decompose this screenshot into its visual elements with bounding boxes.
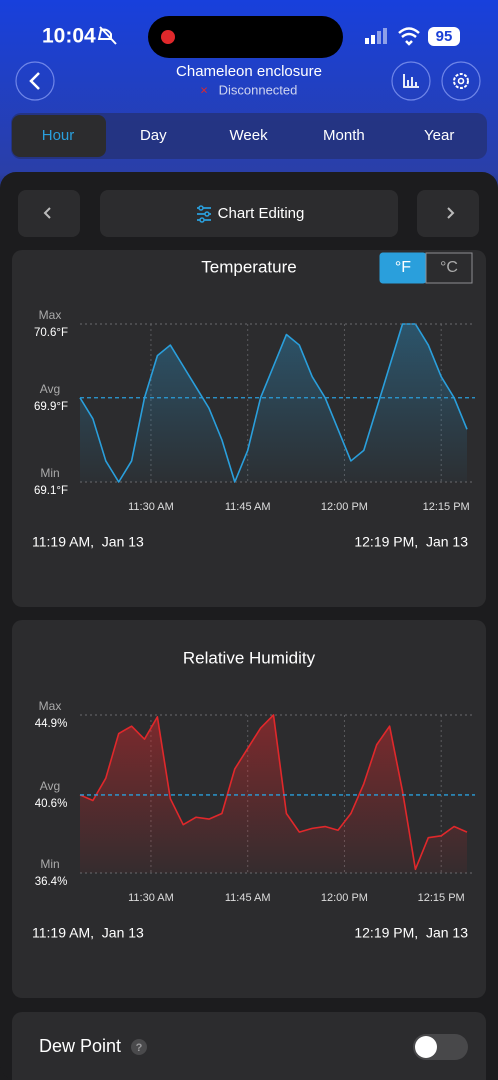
y-tick-label: 44.9%: [35, 718, 68, 730]
slider-knob: [198, 205, 204, 211]
chart-title: Relative Humidity: [183, 648, 316, 667]
x-tick-label: 12:00 PM: [321, 501, 368, 513]
dew-point-card: [12, 1012, 486, 1080]
range-end: 12:19 PM, Jan 13: [354, 534, 468, 550]
back-button[interactable]: [15, 61, 55, 101]
y-tick-label: 70.6°F: [34, 327, 68, 339]
signal-icon: [365, 28, 387, 44]
y-tick-label: 36.4%: [35, 876, 68, 888]
prev-icon: [43, 207, 51, 219]
y-tick-label: 40.6%: [35, 798, 68, 810]
status-x: ×: [200, 82, 208, 97]
settings-button[interactable]: [441, 61, 481, 101]
back-icon: [29, 72, 40, 90]
dynamic-island: [148, 16, 343, 58]
level-label: Min: [40, 857, 59, 871]
tab-selected: [12, 115, 106, 157]
level-label: Min: [40, 466, 59, 480]
x-tick-label: 11:45 AM: [225, 892, 271, 904]
settings-icon: [453, 73, 469, 89]
help-mark: ?: [136, 1042, 143, 1054]
level-label: Avg: [40, 382, 60, 396]
battery: [428, 27, 460, 46]
connection-status: Disconnected: [219, 82, 298, 97]
battery-level: 95: [436, 28, 453, 45]
slider-knob: [199, 217, 205, 223]
x-tick-label: 12:15 PM: [423, 501, 470, 513]
data-line: [79, 714, 468, 871]
y-tick-label: 69.9°F: [34, 401, 68, 413]
tab[interactable]: Hour: [42, 127, 75, 144]
tab[interactable]: Month: [323, 127, 365, 144]
chart-editing-label: Chart Editing: [218, 205, 305, 222]
level-label: Max: [39, 699, 62, 713]
range-end: 12:19 PM, Jan 13: [354, 925, 468, 941]
x-tick-label: 11:30 AM: [128, 501, 174, 513]
temperature-card: [12, 250, 486, 607]
unit-label: °C: [440, 259, 458, 276]
x-tick-label: 12:15 PM: [418, 892, 465, 904]
area-fill: [80, 715, 467, 873]
clock: 10:04: [42, 25, 96, 48]
area-fill: [80, 324, 467, 482]
stats-button[interactable]: [391, 61, 431, 101]
tab[interactable]: Year: [424, 127, 454, 144]
record-dot: [161, 30, 175, 44]
device-title: Chameleon enclosure: [176, 63, 322, 80]
unit-label: °F: [395, 259, 411, 276]
tab[interactable]: Day: [140, 127, 167, 144]
mute-icon: [97, 26, 117, 45]
slider-knob: [204, 211, 210, 217]
y-tick-label: 69.1°F: [34, 485, 68, 497]
next-button[interactable]: [417, 190, 479, 237]
x-tick-label: 11:45 AM: [225, 501, 271, 513]
x-tick-label: 12:00 PM: [321, 892, 368, 904]
range-start: 11:19 AM, Jan 13: [32, 925, 144, 941]
settings-icon-center: [457, 77, 465, 85]
range-start: 11:19 AM, Jan 13: [32, 534, 144, 550]
chart-title: Temperature: [201, 257, 296, 276]
toggle-knob: [415, 1036, 437, 1058]
x-tick-label: 11:30 AM: [128, 892, 174, 904]
tab-bar: [11, 113, 487, 159]
tab[interactable]: Week: [230, 127, 269, 144]
chart-editing-button[interactable]: [100, 190, 398, 237]
next-icon: [447, 207, 455, 219]
prev-button[interactable]: [18, 190, 80, 237]
level-label: Avg: [40, 779, 60, 793]
unit-option[interactable]: [425, 252, 473, 284]
level-label: Max: [39, 308, 62, 322]
dew-point-label: Dew Point: [39, 1036, 121, 1056]
wifi-icon: [398, 27, 420, 46]
help-icon[interactable]: [131, 1039, 147, 1055]
stats-icon: [403, 74, 419, 88]
